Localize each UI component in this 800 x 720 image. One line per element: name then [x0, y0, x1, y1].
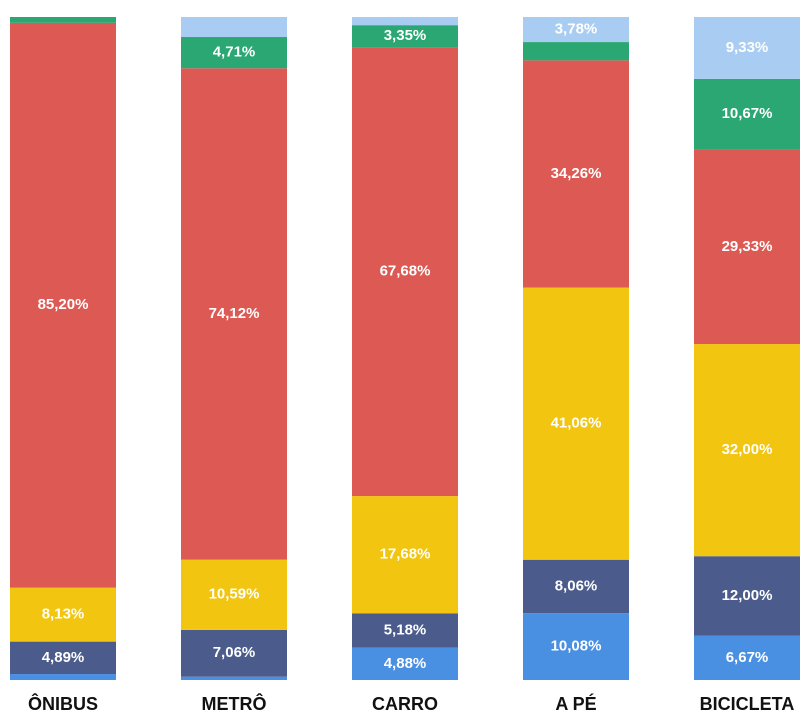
value-label: 17,68% [380, 546, 431, 563]
value-label: 3,78% [555, 20, 598, 37]
category-label: A PÉ [555, 693, 596, 714]
bar-segment [523, 17, 629, 43]
bar-segment [523, 60, 629, 288]
bar-segment [694, 635, 800, 680]
value-label: 10,67% [722, 105, 773, 122]
bar-segment [352, 17, 458, 26]
value-label: 4,88% [384, 655, 427, 672]
value-label: 67,68% [380, 263, 431, 280]
bar-segment [352, 647, 458, 680]
bar-segment [181, 37, 287, 69]
value-label: 9,33% [726, 39, 769, 56]
bar-segment [694, 556, 800, 636]
value-label: 8,13% [42, 606, 85, 623]
value-label: 8,06% [555, 577, 598, 594]
value-label: 5,18% [384, 621, 427, 638]
bar-segment [10, 674, 116, 680]
bar-segment [694, 78, 800, 150]
category-label: CARRO [372, 694, 438, 714]
bar-segment [352, 47, 458, 497]
bar-segment [352, 25, 458, 48]
value-label: 85,20% [38, 296, 89, 313]
category-label: METRÔ [202, 693, 267, 714]
bar-segment [181, 559, 287, 630]
value-label: 29,33% [722, 238, 773, 255]
bar-segment [181, 676, 287, 680]
value-label: 10,59% [209, 586, 260, 603]
value-label: 32,00% [722, 441, 773, 458]
bar-segment [523, 42, 629, 61]
value-label: 4,71% [213, 44, 256, 61]
category-label: ÔNIBUS [28, 693, 98, 714]
value-label: 3,35% [384, 27, 427, 44]
bar-segment [352, 613, 458, 648]
value-label: 10,08% [551, 638, 602, 655]
value-label: 7,06% [213, 644, 256, 661]
bar-segment [10, 641, 116, 675]
bar-segment [523, 559, 629, 614]
bar-segment [694, 149, 800, 345]
category-label: BICICLETA [700, 694, 795, 714]
bar-segment [523, 613, 629, 680]
bar-segment [10, 587, 116, 642]
bar-segment [10, 17, 116, 23]
bar-segment [352, 496, 458, 614]
bar-segment [694, 344, 800, 557]
value-label: 6,67% [726, 649, 769, 666]
value-label: 74,12% [209, 305, 260, 322]
value-label: 12,00% [722, 587, 773, 604]
value-label: 34,26% [551, 165, 602, 182]
bar-segment [10, 22, 116, 588]
value-label: 41,06% [551, 415, 602, 432]
bar-segment [181, 17, 287, 38]
bar-segment [181, 629, 287, 677]
bar-segment [181, 68, 287, 560]
bar-segment [694, 17, 800, 79]
value-label: 4,89% [42, 649, 85, 666]
bar-segment [523, 287, 629, 560]
